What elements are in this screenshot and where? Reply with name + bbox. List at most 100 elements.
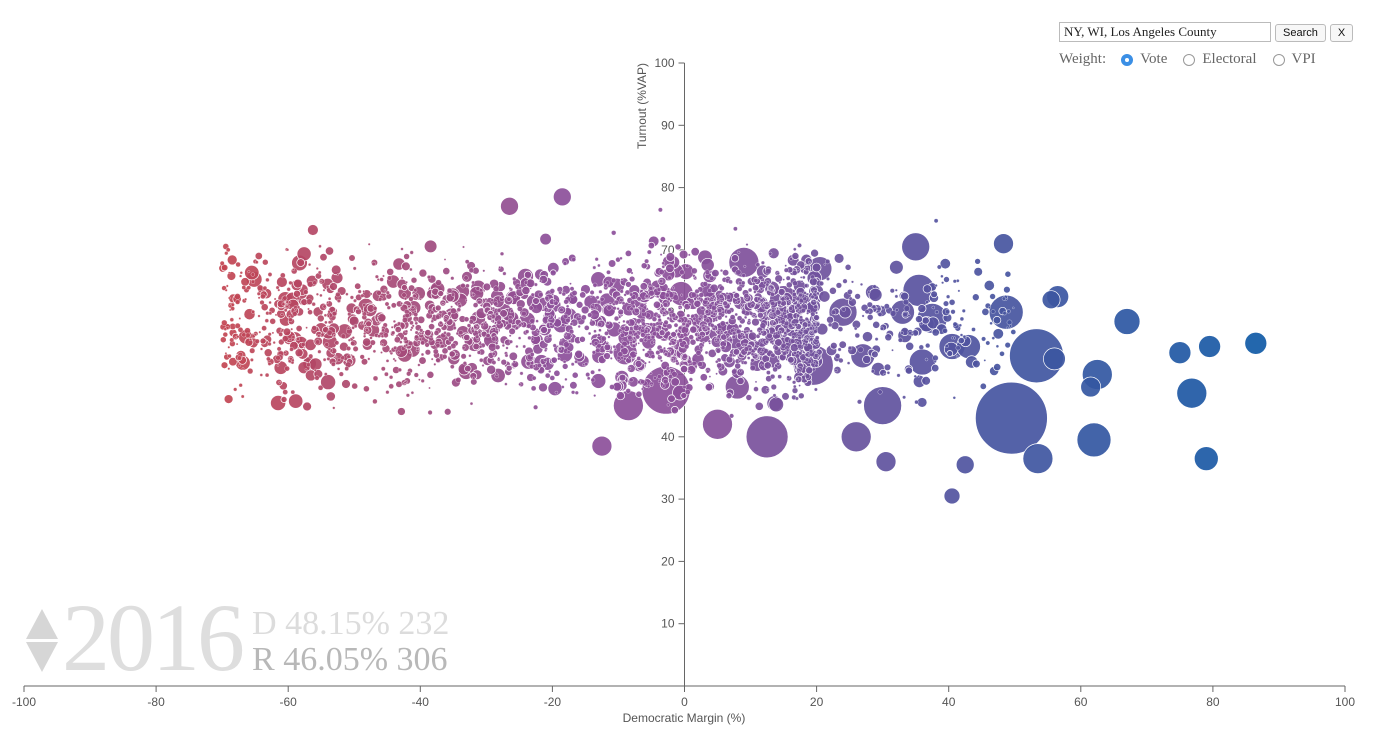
county-bubble[interactable]: [750, 358, 755, 363]
county-bubble[interactable]: [940, 274, 944, 278]
county-bubble[interactable]: [658, 329, 666, 337]
county-bubble[interactable]: [640, 262, 648, 270]
county-bubble[interactable]: [691, 361, 697, 366]
county-bubble[interactable]: [813, 314, 820, 321]
county-bubble[interactable]: [331, 361, 336, 367]
county-bubble[interactable]: [797, 243, 802, 248]
county-bubble[interactable]: [734, 362, 742, 370]
county-bubble[interactable]: [425, 349, 431, 356]
county-bubble[interactable]: [665, 263, 675, 274]
county-bubble[interactable]: [476, 338, 480, 342]
county-bubble[interactable]: [229, 337, 235, 343]
county-bubble[interactable]: [367, 242, 371, 246]
county-bubble[interactable]: [590, 377, 596, 383]
county-bubble[interactable]: [326, 357, 331, 361]
county-bubble[interactable]: [943, 300, 949, 307]
county-bubble[interactable]: [569, 286, 575, 291]
county-bubble[interactable]: [802, 328, 809, 335]
county-bubble[interactable]: [825, 259, 831, 265]
county-bubble[interactable]: [636, 356, 641, 361]
county-bubble[interactable]: [363, 334, 367, 338]
county-bubble[interactable]: [485, 333, 491, 338]
county-bubble[interactable]: [579, 291, 587, 299]
county-bubble[interactable]: [754, 401, 764, 411]
county-bubble[interactable]: [813, 289, 818, 294]
county-bubble[interactable]: [624, 249, 632, 257]
county-bubble[interactable]: [913, 374, 917, 378]
county-bubble[interactable]: [1005, 326, 1009, 330]
county-bubble[interactable]: [230, 302, 235, 307]
county-bubble[interactable]: [834, 368, 838, 373]
county-bubble[interactable]: [609, 384, 615, 390]
county-bubble[interactable]: [937, 264, 942, 270]
county-bubble[interactable]: [325, 285, 329, 289]
county-bubble[interactable]: [403, 381, 407, 384]
county-bubble[interactable]: [530, 292, 535, 297]
county-bubble[interactable]: [469, 401, 474, 406]
county-bubble[interactable]: [695, 350, 702, 356]
county-bubble[interactable]: [549, 375, 555, 381]
county-bubble[interactable]: [697, 361, 703, 367]
county-bubble[interactable]: [327, 297, 332, 301]
county-bubble[interactable]: [602, 304, 616, 318]
county-bubble[interactable]: [989, 321, 993, 325]
county-bubble[interactable]: [466, 323, 472, 328]
county-bubble[interactable]: [946, 350, 954, 357]
county-bubble[interactable]: [803, 283, 809, 288]
county-bubble[interactable]: [648, 347, 652, 352]
county-bubble[interactable]: [532, 297, 540, 305]
county-bubble[interactable]: [323, 313, 327, 317]
county-bubble[interactable]: [596, 300, 601, 305]
county-bubble[interactable]: [871, 350, 879, 359]
county-bubble[interactable]: [595, 295, 600, 300]
county-bubble[interactable]: [536, 329, 541, 334]
county-bubble[interactable]: [851, 280, 854, 284]
county-bubble[interactable]: [351, 326, 355, 330]
county-bubble[interactable]: [235, 261, 241, 268]
county-bubble[interactable]: [946, 294, 951, 299]
county-bubble[interactable]: [704, 269, 710, 275]
county-bubble[interactable]: [540, 326, 549, 334]
county-bubble[interactable]: [474, 334, 480, 339]
county-bubble[interactable]: [266, 356, 271, 362]
county-bubble[interactable]: [776, 361, 781, 366]
county-bubble[interactable]: [647, 241, 656, 250]
county-bubble[interactable]: [508, 327, 516, 336]
county-bubble[interactable]: [770, 288, 774, 292]
county-bubble[interactable]: [759, 363, 763, 367]
county-bubble[interactable]: [672, 294, 679, 301]
county-bubble[interactable]: [759, 287, 764, 291]
county-bubble[interactable]: [274, 313, 278, 317]
county-bubble[interactable]: [682, 385, 687, 389]
county-bubble[interactable]: [508, 315, 513, 320]
county-bubble[interactable]: [225, 284, 229, 288]
county-bubble[interactable]: [631, 343, 636, 349]
county-bubble[interactable]: [367, 357, 371, 361]
county-bubble[interactable]: [491, 360, 497, 365]
county-bubble[interactable]: [883, 303, 890, 310]
county-bubble[interactable]: [465, 283, 470, 288]
county-bubble[interactable]: [883, 363, 892, 372]
county-bubble[interactable]: [837, 347, 842, 352]
county-bubble[interactable]: [433, 348, 439, 355]
county-bubble[interactable]: [765, 282, 770, 287]
county-bubble[interactable]: [606, 305, 612, 311]
county-bubble[interactable]: [792, 380, 797, 385]
county-bubble[interactable]: [812, 322, 816, 326]
county-bubble[interactable]: [644, 258, 649, 264]
county-bubble[interactable]: [771, 308, 776, 313]
county-bubble[interactable]: [767, 247, 780, 260]
county-bubble[interactable]: [489, 314, 493, 319]
county-bubble[interactable]: [428, 386, 431, 390]
county-bubble[interactable]: [621, 339, 624, 342]
county-bubble[interactable]: [617, 351, 624, 358]
county-bubble[interactable]: [662, 384, 666, 388]
county-bubble[interactable]: [363, 332, 367, 336]
county-bubble[interactable]: [773, 345, 779, 351]
county-bubble[interactable]: [680, 352, 683, 355]
county-bubble[interactable]: [589, 295, 593, 298]
county-bubble[interactable]: [267, 272, 273, 277]
county-bubble[interactable]: [504, 353, 509, 358]
county-bubble[interactable]: [251, 309, 255, 314]
county-bubble[interactable]: [788, 306, 794, 311]
